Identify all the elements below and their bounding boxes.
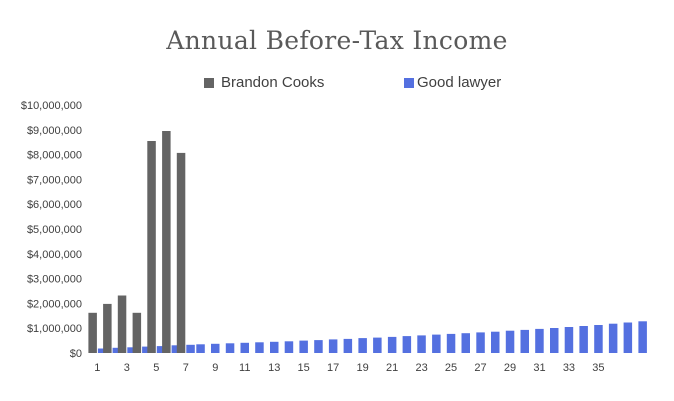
- x-tick-label: 13: [268, 362, 280, 374]
- bar-good-lawyer: [608, 323, 618, 353]
- bar-good-lawyer: [461, 333, 470, 353]
- bar-good-lawyer: [186, 344, 195, 353]
- legend-label-brandon-cooks: Brandon Cooks: [221, 74, 325, 91]
- x-tick-label: 11: [239, 362, 250, 374]
- bar-good-lawyer: [299, 340, 308, 353]
- bar-good-lawyer: [225, 343, 235, 353]
- bar-brandon-cooks: [103, 303, 112, 353]
- y-tick-label: $0: [70, 348, 82, 360]
- bar-brandon-cooks: [162, 131, 171, 353]
- x-tick-label: 33: [563, 362, 575, 374]
- x-tick-label: 23: [415, 362, 427, 374]
- x-tick-label: 27: [474, 362, 486, 374]
- bar-good-lawyer: [579, 326, 588, 353]
- bar-good-lawyer: [171, 345, 181, 353]
- bar-good-lawyer: [402, 336, 412, 353]
- x-tick-label: 7: [183, 362, 189, 374]
- bar-good-lawyer: [476, 332, 485, 353]
- bar-good-lawyer: [446, 333, 456, 353]
- bar-good-lawyer: [97, 348, 107, 353]
- bar-good-lawyer: [156, 346, 166, 353]
- y-tick-label: $1,000,000: [27, 323, 82, 335]
- bar-good-lawyer: [638, 321, 647, 353]
- x-tick-label: 29: [504, 362, 516, 374]
- bar-brandon-cooks: [147, 141, 156, 353]
- y-tick-label: $7,000,000: [27, 174, 82, 186]
- chart-legend: Brandon Cooks Good lawyer: [0, 74, 674, 94]
- bar-good-lawyer: [491, 331, 500, 353]
- legend-label-good-lawyer: Good lawyer: [417, 74, 502, 91]
- x-tick-label: 35: [592, 362, 604, 374]
- bar-good-lawyer: [328, 339, 338, 353]
- bar-good-lawyer: [314, 340, 323, 353]
- bar-good-lawyer: [196, 344, 205, 353]
- legend-item-brandon-cooks: Brandon Cooks: [204, 74, 324, 91]
- bar-good-lawyer: [343, 338, 353, 353]
- y-tick-label: $2,000,000: [27, 298, 82, 310]
- bar-good-lawyer: [240, 342, 249, 353]
- y-tick-label: $8,000,000: [27, 150, 82, 162]
- bar-good-lawyer: [520, 329, 529, 353]
- x-tick-label: 17: [327, 362, 339, 374]
- legend-swatch-good-lawyer: [404, 77, 414, 88]
- x-tick-label: 1: [94, 362, 100, 374]
- y-tick-label: $10,000,000: [21, 100, 82, 112]
- x-tick-label: 19: [357, 362, 369, 374]
- x-tick-label: 5: [153, 362, 159, 374]
- legend-swatch-brandon-cooks: [204, 77, 214, 88]
- bar-good-lawyer: [270, 341, 279, 353]
- y-tick-label: $6,000,000: [27, 199, 82, 211]
- bar-good-lawyer: [535, 328, 544, 353]
- x-tick-label: 15: [298, 362, 310, 374]
- bar-good-lawyer: [358, 338, 367, 353]
- x-tick-label: 21: [386, 362, 398, 374]
- bar-good-lawyer: [550, 328, 559, 353]
- y-tick-label: $3,000,000: [27, 274, 82, 286]
- bar-brandon-cooks: [117, 295, 127, 353]
- bar-good-lawyer: [432, 334, 441, 353]
- chart-title: Annual Before-Tax Income: [166, 26, 508, 55]
- bar-good-lawyer: [112, 347, 122, 353]
- bar-good-lawyer: [594, 325, 603, 353]
- bar-good-lawyer: [417, 335, 426, 353]
- bar-good-lawyer: [142, 346, 151, 353]
- x-tick-label: 9: [212, 362, 218, 374]
- y-tick-label: $5,000,000: [27, 224, 82, 236]
- bar-good-lawyer: [373, 337, 382, 353]
- x-tick-label: 3: [124, 362, 130, 374]
- bar-good-lawyer: [387, 336, 397, 353]
- bar-good-lawyer: [211, 343, 220, 353]
- x-tick-label: 25: [445, 362, 457, 374]
- bar-good-lawyer: [255, 342, 264, 353]
- bar-good-lawyer: [284, 341, 294, 353]
- x-tick-label: 31: [533, 362, 545, 374]
- bar-good-lawyer: [505, 330, 515, 353]
- bar-good-lawyer: [127, 347, 136, 353]
- bar-brandon-cooks: [132, 312, 142, 353]
- legend-item-good-lawyer: Good lawyer: [404, 74, 501, 91]
- y-tick-label: $4,000,000: [27, 249, 82, 261]
- bar-brandon-cooks: [88, 312, 97, 353]
- bar-brandon-cooks: [176, 152, 186, 353]
- bar-good-lawyer: [623, 322, 633, 353]
- y-tick-label: $9,000,000: [27, 125, 82, 137]
- bar-good-lawyer: [564, 327, 574, 353]
